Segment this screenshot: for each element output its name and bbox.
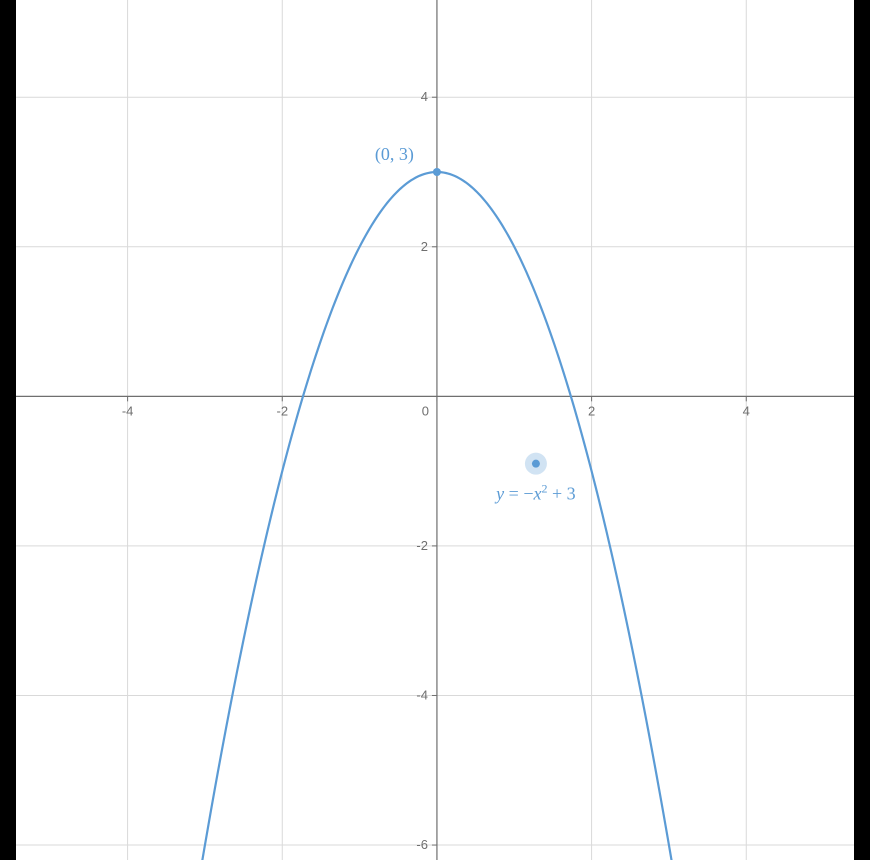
left-black-bar — [0, 0, 16, 860]
vertex-point — [433, 168, 441, 176]
y-tick-label: -4 — [416, 687, 428, 702]
vertex-label: (0, 3) — [375, 144, 414, 165]
x-tick-label: -4 — [122, 403, 134, 418]
right-black-bar — [854, 0, 870, 860]
y-tick-label: -2 — [416, 538, 428, 553]
x-tick-label: -2 — [276, 403, 288, 418]
plot-svg: -4 -2 0 2 4 -6 -4 -2 2 4 (0, 3) y = −x2 + 3 — [0, 0, 870, 860]
x-tick-label: 2 — [588, 403, 595, 418]
equation-label: y = −x2 + 3 — [494, 482, 575, 504]
x-tick-label: 4 — [743, 403, 750, 418]
x-tick-label: 0 — [422, 403, 429, 418]
parabola-chart: -4 -2 0 2 4 -6 -4 -2 2 4 (0, 3) y = −x2 + 3 — [0, 0, 870, 860]
chart-background — [0, 0, 870, 860]
y-tick-label: -6 — [416, 837, 428, 852]
legend-marker-dot — [532, 460, 540, 468]
y-tick-label: 2 — [421, 239, 428, 254]
y-tick-label: 4 — [421, 89, 428, 104]
